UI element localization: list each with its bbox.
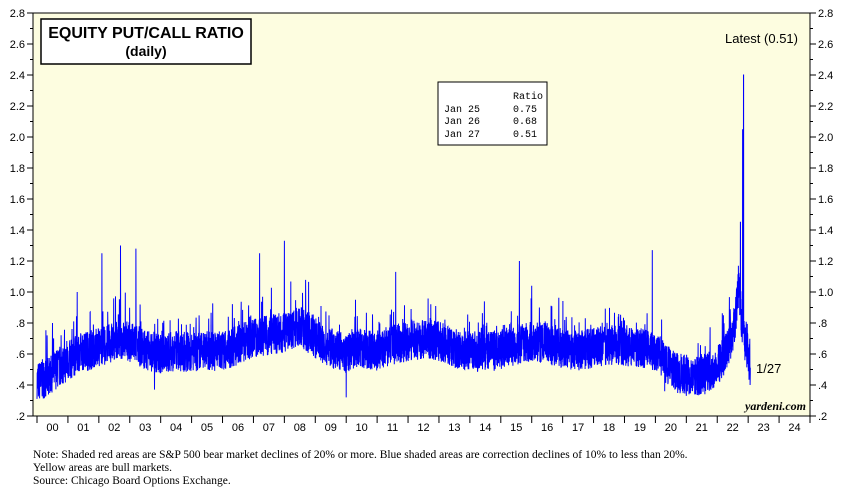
watermark: yardeni.com xyxy=(743,399,806,413)
y-tick-label: 1.4 xyxy=(818,225,833,237)
chart-title: EQUITY PUT/CALL RATIO xyxy=(48,25,244,42)
x-tick-label: 16 xyxy=(541,422,553,434)
y-tick-label: 2.2 xyxy=(10,101,25,113)
y-tick-label: 2.6 xyxy=(10,39,25,51)
x-tick-label: 21 xyxy=(696,422,708,434)
y-tick-label: 1.4 xyxy=(10,225,25,237)
inset-row-date: Jan 27 xyxy=(444,130,480,141)
y-tick-label: 2.4 xyxy=(818,70,833,82)
inset-row-date: Jan 26 xyxy=(444,117,480,128)
inset-row-value: 0.51 xyxy=(513,130,537,141)
x-tick-label: 02 xyxy=(108,422,120,434)
chart-notes: Note: Shaded red areas are S&P 500 bear … xyxy=(33,449,833,488)
x-tick-label: 01 xyxy=(77,422,89,434)
y-tick-label: 1.6 xyxy=(818,194,833,206)
y-tick-label: .8 xyxy=(818,318,827,330)
y-tick-label: 2.8 xyxy=(818,8,833,20)
inset-row-value: 0.68 xyxy=(513,117,537,128)
x-tick-label: 22 xyxy=(727,422,739,434)
y-tick-label: .4 xyxy=(16,380,25,392)
x-tick-label: 06 xyxy=(232,422,244,434)
y-tick-label: 1.6 xyxy=(10,194,25,206)
x-tick-label: 03 xyxy=(139,422,151,434)
series-layer xyxy=(36,74,751,399)
note-line: Source: Chicago Board Options Exchange. xyxy=(33,475,231,487)
y-tick-label: .8 xyxy=(16,318,25,330)
y-tick-label: 2.0 xyxy=(10,132,25,144)
y-tick-label: .4 xyxy=(818,380,827,392)
y-tick-label: 2.4 xyxy=(10,70,25,82)
x-tick-label: 12 xyxy=(417,422,429,434)
inset-table: Ratio Jan 25 0.75 Jan 26 0.68 Jan 27 0.5… xyxy=(437,81,548,146)
y-tick-label: .2 xyxy=(16,411,25,423)
y-tick-label: 2.6 xyxy=(818,39,833,51)
y-tick-label: 1.8 xyxy=(818,163,833,175)
x-tick-label: 05 xyxy=(201,422,213,434)
x-tick-label: 18 xyxy=(603,422,615,434)
title-box: EQUITY PUT/CALL RATIO (daily) xyxy=(40,18,252,65)
y-tick-label: 1.0 xyxy=(818,287,833,299)
y-tick-label: 2.2 xyxy=(818,101,833,113)
x-tick-label: 23 xyxy=(757,422,769,434)
y-tick-label: 1.2 xyxy=(818,256,833,268)
x-tick-label: 15 xyxy=(510,422,522,434)
note-line: Note: Shaded red areas are S&P 500 bear … xyxy=(33,449,688,461)
y-tick-label: 1.2 xyxy=(10,256,25,268)
end-date-label: 1/27 xyxy=(756,361,781,376)
axis-layer: 2.8 2.8 2.6 2.6 2.4 2.4 2.2 2.2 2.0 2.0 1.8 1.8 1.6 1… xyxy=(10,8,834,434)
x-tick-label: 17 xyxy=(572,422,584,434)
x-tick-label: 19 xyxy=(634,422,646,434)
x-tick-label: 09 xyxy=(325,422,337,434)
x-tick-label: 11 xyxy=(387,422,398,434)
x-tick-label: 08 xyxy=(294,422,306,434)
x-tick-label: 00 xyxy=(46,422,58,434)
x-tick-label: 13 xyxy=(448,422,460,434)
inset-table-header: Ratio xyxy=(513,91,543,103)
x-tick-label: 04 xyxy=(170,422,182,434)
latest-label: Latest (0.51) xyxy=(725,31,798,46)
y-tick-label: 2.8 xyxy=(10,8,25,20)
x-tick-label: 07 xyxy=(263,422,275,434)
series-line xyxy=(36,74,751,399)
note-line: Yellow areas are bull markets. xyxy=(33,462,173,474)
chart-subtitle: (daily) xyxy=(125,43,166,59)
x-tick-label: 14 xyxy=(479,422,491,434)
y-tick-label: .2 xyxy=(818,411,827,423)
x-tick-label: 10 xyxy=(356,422,368,434)
y-tick-label: 1.8 xyxy=(10,163,25,175)
inset-row-value: 0.75 xyxy=(513,105,537,116)
inset-row-date: Jan 25 xyxy=(444,105,480,116)
y-tick-label: 1.0 xyxy=(10,287,25,299)
y-tick-label: .6 xyxy=(16,349,25,361)
y-tick-label: 2.0 xyxy=(818,132,833,144)
y-tick-label: .6 xyxy=(818,349,827,361)
x-tick-label: 20 xyxy=(665,422,677,434)
x-tick-label: 24 xyxy=(788,422,800,434)
